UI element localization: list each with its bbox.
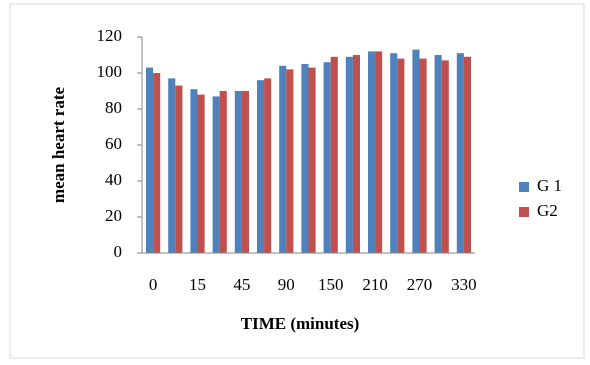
bar — [145, 67, 154, 253]
y-tick-label: 40 — [105, 170, 122, 189]
legend-label: G 1 — [537, 176, 562, 195]
bar — [241, 91, 250, 253]
bar — [345, 56, 353, 253]
bar — [308, 67, 316, 253]
y-axis-label: mean heart rate — [49, 86, 68, 203]
bar — [390, 53, 398, 254]
bar — [441, 60, 449, 254]
x-tick-label: 330 — [451, 275, 477, 294]
bar — [463, 56, 472, 253]
bar — [256, 80, 265, 253]
y-tick-label: 0 — [114, 242, 123, 261]
y-tick-label: 60 — [105, 134, 122, 153]
bar — [375, 51, 383, 254]
bar — [234, 91, 242, 253]
legend-label: G2 — [537, 201, 558, 220]
y-tick-label: 100 — [97, 62, 123, 81]
bar — [434, 55, 442, 253]
bar — [456, 53, 464, 254]
bar — [279, 65, 287, 253]
x-tick-label: 270 — [407, 275, 433, 294]
y-tick-label: 120 — [97, 26, 123, 45]
y-tick-label: 20 — [105, 206, 122, 225]
bar — [367, 51, 376, 254]
legend-swatch — [519, 182, 529, 192]
x-tick-label: 150 — [318, 275, 344, 294]
bar — [397, 58, 405, 253]
bar — [330, 56, 338, 253]
x-tick-label: 0 — [149, 275, 158, 294]
chart-frame — [9, 3, 585, 359]
bar — [212, 96, 220, 254]
bar — [190, 89, 198, 253]
bar — [301, 64, 309, 253]
bar — [286, 69, 294, 254]
x-axis-label: TIME (minutes) — [241, 314, 360, 333]
x-tick-label: 90 — [278, 275, 295, 294]
bar — [197, 94, 205, 253]
bar — [175, 85, 183, 253]
bar — [168, 78, 176, 254]
legend-swatch — [519, 207, 529, 217]
bar — [352, 55, 361, 253]
y-tick-label: 80 — [105, 98, 122, 117]
x-tick-label: 45 — [233, 275, 250, 294]
x-tick-label: 15 — [189, 275, 206, 294]
bar — [219, 91, 227, 253]
bar — [412, 49, 420, 253]
bar — [323, 62, 331, 254]
bar — [419, 58, 427, 253]
bar — [264, 78, 272, 254]
bar — [153, 73, 161, 253]
x-tick-label: 210 — [362, 275, 388, 294]
